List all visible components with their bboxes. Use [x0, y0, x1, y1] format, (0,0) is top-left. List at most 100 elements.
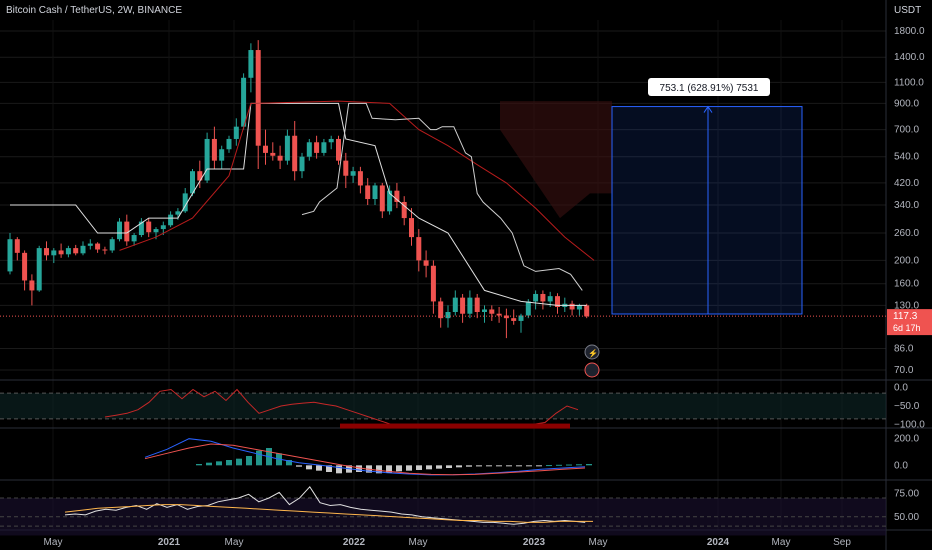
x-tick-label: Sep: [833, 537, 851, 548]
candle-body: [226, 138, 232, 150]
macd-bar: [416, 465, 422, 470]
candle-body: [44, 248, 49, 256]
macd-bar: [306, 465, 312, 470]
macd-bar: [286, 460, 292, 466]
candle-body: [65, 248, 71, 255]
flag-icon: [584, 362, 600, 378]
macd-bar: [556, 464, 562, 466]
price-tick-label: 540.0: [894, 152, 919, 163]
candle-body: [131, 235, 137, 242]
candle-body: [430, 265, 436, 302]
candle-body: [540, 293, 546, 302]
candle-body: [423, 260, 429, 266]
macd-bar: [316, 465, 322, 471]
candle-body: [460, 297, 466, 314]
candle-body: [394, 190, 400, 202]
candle-body: [277, 155, 283, 161]
candle-body: [102, 249, 108, 251]
macd-bar: [426, 465, 432, 470]
macd-bar: [446, 465, 452, 468]
candle-body: [438, 301, 444, 319]
candle-body: [219, 149, 225, 161]
candle-body: [22, 252, 28, 281]
osc3-signal: [64, 504, 593, 523]
x-tick-label: 2023: [523, 537, 546, 548]
macd-bar: [466, 465, 472, 467]
candle-body: [496, 313, 502, 316]
osc1-tick-label: 0.0: [894, 383, 908, 394]
candle-body: [533, 293, 539, 302]
candle-body: [197, 171, 203, 181]
candle-body: [482, 309, 487, 313]
projection-label-box: [648, 78, 770, 96]
projection-label: 753.1 (628.91%) 7531: [660, 83, 759, 94]
macd-tick-label: 200.0: [894, 434, 919, 445]
price-tick-label: 130.0: [894, 300, 919, 311]
macd-bar: [376, 465, 382, 474]
candle-body: [365, 185, 371, 200]
candle-body: [87, 243, 93, 246]
projection-box: [612, 106, 802, 314]
candle-body: [511, 318, 517, 321]
candle-body: [299, 156, 305, 172]
candle-body: [336, 138, 341, 161]
macd-bar: [536, 465, 542, 467]
x-tick-label: May: [44, 537, 63, 548]
candle-body: [555, 296, 560, 307]
candle-body: [80, 245, 86, 254]
price-tick-label: 200.0: [894, 255, 919, 266]
candle-body: [14, 239, 20, 253]
macd-bar: [336, 465, 342, 474]
lagging-line: [301, 102, 583, 291]
candle-body: [306, 142, 312, 157]
price-tick-label: 86.0: [894, 344, 914, 355]
macd-bar: [246, 456, 252, 466]
candle-body: [387, 190, 393, 212]
candle-body: [58, 250, 64, 255]
candle-body: [292, 135, 298, 172]
macd-bar: [396, 465, 402, 472]
last-price-badge: [887, 309, 932, 336]
price-tick-label: 700.0: [894, 125, 919, 136]
candle-body: [190, 171, 195, 194]
x-tick-label: 2022: [343, 537, 366, 548]
flash-icon-glyph: ⚡: [588, 348, 598, 358]
candle-body: [146, 221, 152, 233]
price-tick-label: 1800.0: [894, 26, 925, 37]
price-tick-label: 900.0: [894, 98, 919, 109]
candle-body: [124, 221, 130, 242]
candle-body: [248, 50, 254, 78]
candle-body: [241, 77, 247, 127]
macd-tick-label: 0.0: [894, 460, 908, 471]
macd-bar: [566, 464, 572, 466]
price-tick-label: 260.0: [894, 228, 919, 239]
candle-body: [29, 280, 35, 291]
candle-body: [489, 309, 495, 314]
macd-bar: [456, 465, 462, 468]
candle-body: [343, 160, 349, 176]
x-tick-label: May: [589, 537, 608, 548]
candle-body: [503, 315, 509, 319]
candle-body: [576, 305, 582, 310]
candle-body: [328, 138, 334, 143]
macd-bar: [196, 464, 202, 466]
x-tick-label: 2024: [707, 537, 730, 548]
candle-body: [255, 50, 261, 146]
macd-bar: [516, 465, 522, 467]
osc3-line: [64, 485, 586, 525]
candle-body: [182, 193, 188, 212]
macd-bar: [476, 465, 482, 467]
candle-body: [211, 138, 217, 161]
price-tick-label: 1400.0: [894, 52, 925, 63]
projection-arrow-head: [703, 105, 713, 113]
osc3-tick-label: 50.00: [894, 512, 919, 523]
macd-bar: [236, 458, 242, 466]
price-tick-label: 1100.0: [894, 77, 924, 88]
last-price-label: 117.3: [893, 311, 918, 322]
macd-bar: [386, 465, 392, 473]
macd-bar: [206, 462, 212, 466]
candle-body: [379, 185, 385, 212]
macd-bar: [406, 465, 412, 471]
osc3-tick-label: 75.00: [894, 488, 919, 499]
